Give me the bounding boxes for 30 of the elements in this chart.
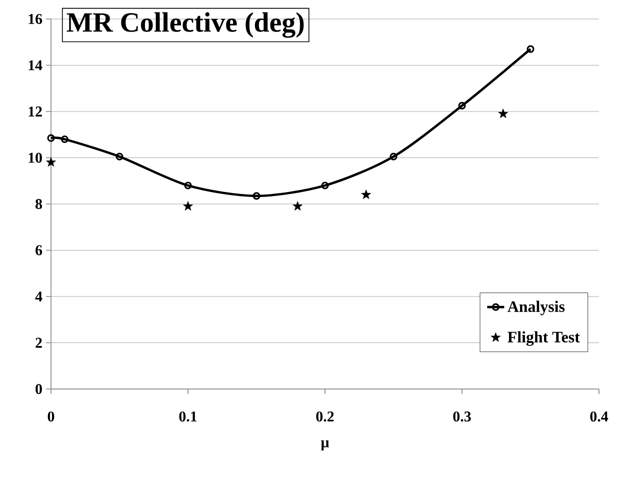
point	[321, 182, 329, 190]
y-tick-label: 0	[36, 384, 42, 394]
point	[60, 135, 68, 144]
y-tick-label: 4	[35, 292, 42, 302]
y-tick-label: 16	[28, 14, 42, 24]
x-tick-label: 0.1	[179, 411, 197, 422]
point	[183, 201, 193, 211]
y-tick-label: 14	[28, 60, 42, 70]
point	[46, 157, 56, 167]
point	[184, 182, 192, 190]
y-tick-label: 12	[28, 106, 42, 116]
y-tick-label: 8	[36, 198, 42, 210]
x-tick-label: 0.2	[316, 411, 334, 422]
legend-label: Analysis	[508, 300, 565, 316]
y-tick-label: 10	[28, 152, 42, 163]
chart-title: MR Collective (deg)	[66, 12, 304, 38]
point	[252, 192, 260, 200]
x-tick-label: 0.4	[590, 411, 608, 422]
y-tick-label: 6	[36, 245, 42, 256]
x-tick-label: 0.3	[453, 411, 471, 422]
legend-label: Flight Test	[508, 331, 580, 346]
x-axis-title: μ	[320, 440, 330, 450]
point	[292, 201, 303, 211]
y-tick-label: 2	[36, 338, 42, 348]
point	[458, 102, 466, 110]
point	[116, 152, 124, 160]
point	[390, 152, 398, 160]
point	[498, 108, 508, 118]
x-tick-label: 0	[48, 411, 54, 422]
point	[361, 190, 372, 199]
